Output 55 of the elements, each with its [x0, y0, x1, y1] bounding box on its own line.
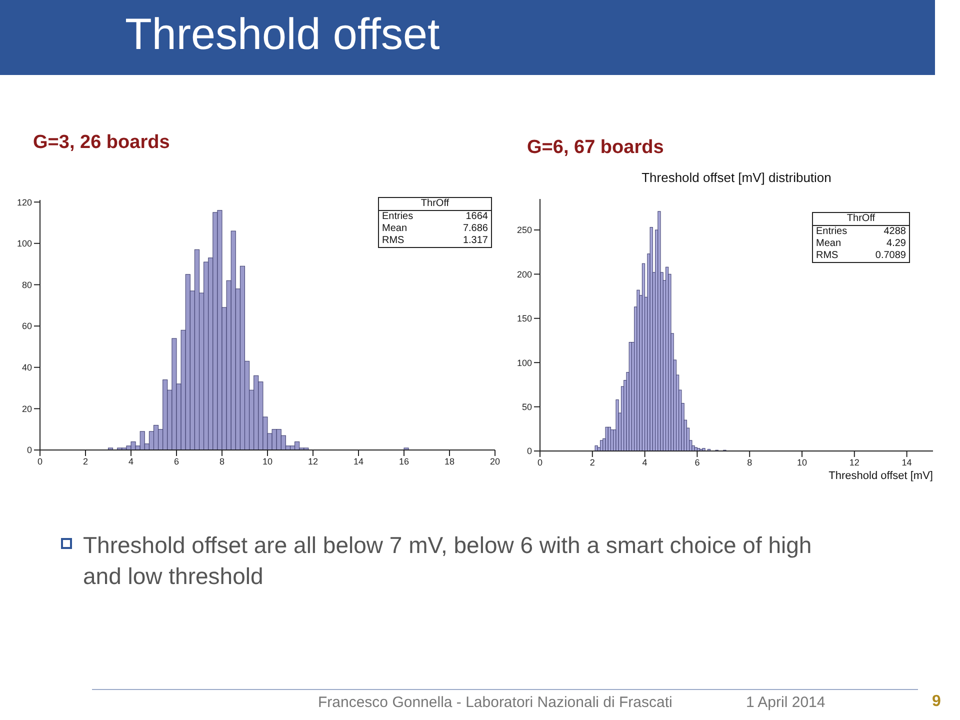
text: 1 April 2014	[746, 694, 826, 711]
x-tick-label: 8	[219, 456, 225, 466]
x-tick-label: 8	[747, 457, 752, 468]
x-tick-label: 6	[694, 457, 700, 468]
y-tick-label: 60	[22, 321, 32, 332]
chart-title: G=3, 26 boards	[33, 132, 170, 154]
y-tick-label: 20	[22, 404, 32, 414]
text: 9	[932, 693, 941, 711]
x-tick-label: 4	[128, 456, 134, 466]
y-tick-label: 40	[22, 362, 32, 373]
y-tick-label: 0	[526, 446, 532, 456]
annotation: Entries	[816, 226, 848, 238]
y-tick-label: 0	[26, 445, 32, 456]
x-tick-label: 2	[82, 456, 88, 466]
y-tick-label: 100	[16, 238, 32, 249]
y-tick-label: 80	[22, 280, 32, 290]
chart-title: G=6, 67 boards	[527, 137, 664, 159]
x-tick-label: 14	[353, 456, 364, 466]
y-tick-label: 150	[516, 314, 532, 324]
annotation: RMS	[816, 250, 838, 262]
annotation: Mean	[816, 238, 842, 250]
x-tick-label: 0	[537, 457, 543, 468]
x-tick-label: 10	[262, 456, 273, 466]
y-tick-label: 200	[516, 269, 532, 280]
annotation: RMS	[382, 235, 404, 247]
y-tick-label: 100	[516, 358, 532, 368]
chart-subtitle: Threshold offset [mV] distribution	[640, 170, 832, 185]
x-tick-label: 0	[37, 456, 43, 466]
annotation: Mean	[382, 223, 408, 235]
annotation: 4288	[884, 226, 906, 238]
annotation: ThrOff	[813, 213, 909, 226]
x-tick-label: 16	[398, 456, 410, 466]
annotation: 1664	[466, 211, 488, 223]
x-tick-label: 12	[308, 456, 318, 466]
x-tick-label: 4	[642, 457, 648, 468]
y-tick-label: 50	[522, 402, 532, 412]
annotation: Entries	[382, 211, 414, 223]
x-tick-label: 6	[174, 456, 180, 466]
text: Threshold offset are all below 7 mV, below 6 with a smart choice of high and low threshold	[83, 531, 813, 591]
annotation: 0.7089	[875, 250, 906, 262]
annotation: ThrOff	[379, 198, 491, 211]
annotation: 1.317	[462, 235, 488, 247]
x-tick-label: 20	[490, 456, 500, 466]
x-tick-label: 18	[444, 456, 455, 466]
x-tick-label: 10	[796, 457, 808, 468]
y-tick-label: 250	[516, 225, 532, 236]
y-tick-label: 120	[16, 197, 32, 208]
x-tick-label: 14	[902, 457, 912, 468]
x-tick-label: 2	[590, 457, 595, 468]
annotation: 4.29	[886, 238, 906, 250]
text: Threshold offset	[125, 10, 440, 60]
x-axis-title: Threshold offset [mV]	[828, 470, 933, 482]
text: Francesco Gonnella - Laboratori Nazionali di Frascati	[318, 694, 672, 711]
annotation: 7.686	[462, 223, 488, 235]
x-tick-label: 12	[849, 457, 860, 468]
